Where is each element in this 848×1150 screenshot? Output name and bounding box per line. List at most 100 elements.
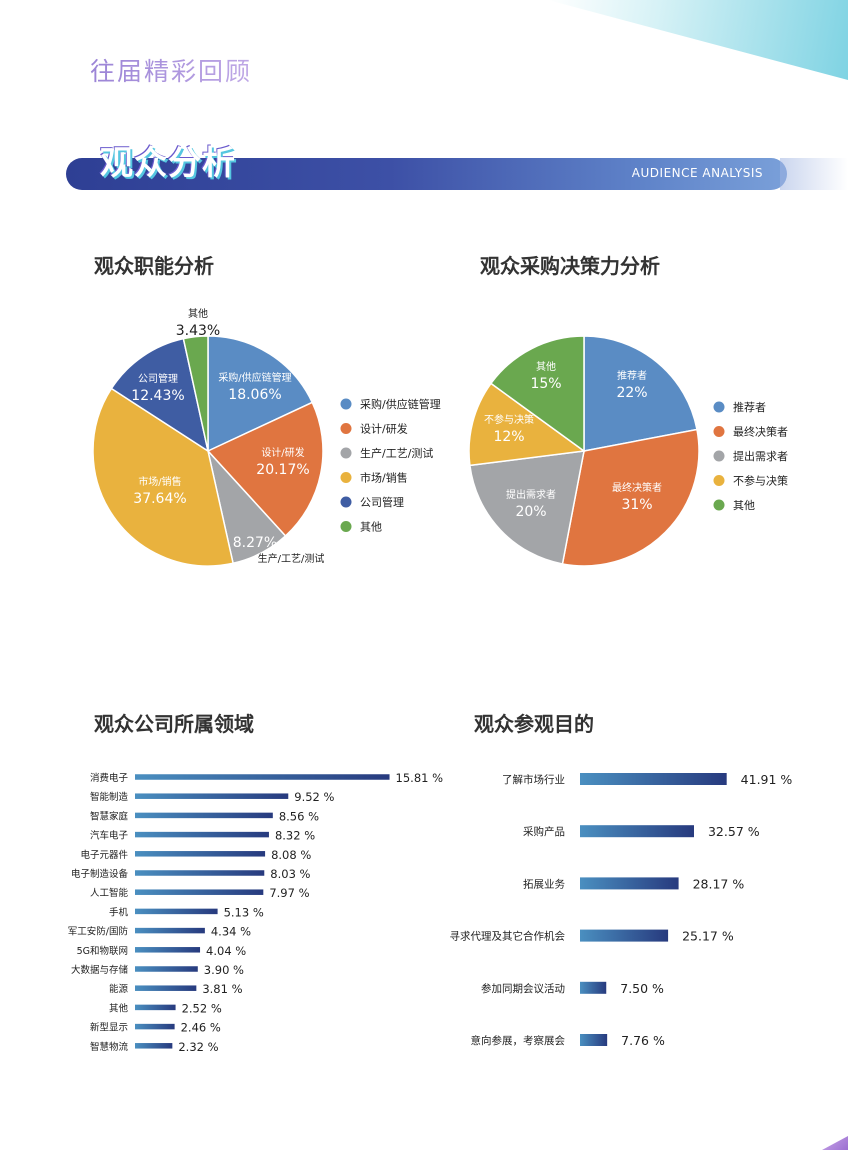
bar2-value-0: 41.91 % [741,772,793,787]
bar1-category-4: 电子元器件 [80,849,128,861]
bar1-category-3: 汽车电子 [90,830,129,842]
bar2-value-3: 25.17 % [682,929,734,944]
bar1-value-12: 2.52 % [182,1001,222,1015]
pie1-slice-label-3: 市场/销售 [138,475,181,488]
bar2-value-1: 32.57 % [708,824,760,839]
bar1-value-8: 4.34 % [211,925,251,939]
bar1-bar-10 [135,966,198,972]
bar1-bar-2 [135,812,273,819]
bar1-value-14: 2.32 % [178,1040,218,1054]
bar1-value-2: 8.56 % [279,809,319,823]
bar1-category-0: 消费电子 [90,772,129,784]
bar2-category-5: 意向参展，考察展会 [471,1034,566,1047]
bar1-category-9: 5G和物联网 [77,945,128,957]
bar1-bar-5 [135,870,265,876]
bar1-bar-12 [135,1004,176,1011]
bar1-category-12: 其他 [109,1002,129,1014]
section-banner: AUDIENCE ANALYSIS [66,158,787,190]
pie2-title: 观众采购决策力分析 [480,254,660,278]
pie2-slice-0 [583,335,698,452]
pie2-slice-value-2: 20% [515,504,546,520]
bar1-category-13: 新型显示 [90,1022,128,1034]
bar1-value-9: 4.04 % [206,944,246,958]
bar2-category-2: 拓展业务 [523,877,565,890]
pie2-legend-marker-0 [713,401,725,413]
bar1-bar-0 [135,774,390,780]
pie2-legend-marker-4 [713,499,725,511]
bar2-bar-3 [580,929,669,942]
bar1-bar-6 [135,889,264,895]
pie1-slice-label-4: 公司管理 [138,372,178,385]
pie2-slice-value-1: 31% [621,497,652,513]
bar2-bar-2 [580,877,679,890]
pie1-slice-outer-label-2: 生产/工艺/测试 [258,552,325,565]
bar2-category-3: 寻求代理及其它合作机会 [450,930,566,943]
bar1-category-8: 军工安防/国防 [68,926,129,938]
pie2-slice-label-2: 提出需求者 [506,488,556,501]
bar1-bar-8 [135,927,205,934]
pie1-legend-label-5: 其他 [360,521,382,534]
bar1-value-6: 7.97 % [269,886,309,900]
page-header: 往届精彩回顾 [90,52,252,88]
bar1-value-10: 3.90 % [204,963,244,977]
bar1-category-11: 能源 [109,983,129,995]
pie1-legend-marker-4 [340,496,352,508]
bar1-title: 观众公司所属领域 [94,712,254,736]
bar1-category-7: 手机 [109,906,129,918]
bar1-category-6: 人工智能 [90,887,129,899]
pie2-slice-3 [468,382,586,467]
bar1-category-2: 智慧家庭 [90,810,129,822]
bar1-value-11: 3.81 % [202,982,242,996]
pie2-slice-value-0: 22% [616,385,647,401]
bar1-bar-3 [135,831,269,838]
pie1-slice-value-0: 18.06% [228,387,281,403]
pie1-legend-label-1: 设计/研发 [360,422,408,436]
pie1-slice-value-5: 3.43% [176,323,220,339]
pie1-slice-3 [92,387,234,567]
pie2-slice-value-4: 15% [530,376,561,392]
bar1-value-5: 8.03 % [270,867,310,881]
pie2-legend-label-1: 最终决策者 [733,425,788,439]
pie1-slice-value-1: 20.17% [256,462,309,478]
pie1-legend-marker-2 [340,447,352,459]
pie2-legend-marker-1 [713,426,725,437]
pie2-slice-2 [469,450,585,565]
pie2-slice-value-3: 12% [493,429,524,445]
bar1-value-0: 15.81 % [396,771,444,785]
pie2-slice-4 [489,335,585,453]
pie2-legend-label-2: 提出需求者 [733,449,788,463]
pie2-slice-1 [561,428,700,567]
pie1-legend-marker-3 [340,472,352,483]
banner-fade [780,158,848,190]
pie1-legend-label-2: 生产/工艺/测试 [360,446,433,460]
bar2-category-0: 了解市场行业 [502,773,565,786]
bar1-bar-13 [135,1023,175,1030]
pie1-legend-label-3: 市场/销售 [360,471,408,485]
bar2-title: 观众参观目的 [474,712,594,736]
bar2-category-4: 参加同期会议活动 [481,982,565,995]
bar2-bar-4 [580,981,607,994]
pie2-legend-marker-2 [713,450,725,462]
bar1-value-7: 5.13 % [224,905,264,919]
bar2-bar-1 [580,825,694,838]
bar1-value-13: 2.46 % [181,1021,221,1035]
pie2-legend-label-4: 其他 [733,499,755,512]
pie1-slice-label-5: 其他 [188,307,208,320]
bar2-bar-5 [580,1034,608,1046]
bar1-value-1: 9.52 % [294,790,334,804]
pie1-legend-label-4: 公司管理 [360,495,404,509]
pie1-legend-marker-5 [340,521,352,532]
bar1-bar-7 [135,908,218,915]
bar1-category-14: 智慧物流 [90,1041,129,1053]
bar2-value-5: 7.76 % [621,1033,665,1048]
pie1-slice-label-0: 采购/供应链管理 [218,371,291,384]
bar1-bar-11 [135,985,197,991]
bar1-category-5: 电子制造设备 [71,868,129,880]
pie1-legend-marker-1 [340,423,352,434]
bar2-value-2: 28.17 % [693,876,745,891]
pie1-title: 观众职能分析 [94,254,214,278]
bar1-bar-4 [135,851,266,857]
bar1-bar-1 [135,793,289,799]
pie1-slice-value-2: 8.27% [233,535,277,551]
